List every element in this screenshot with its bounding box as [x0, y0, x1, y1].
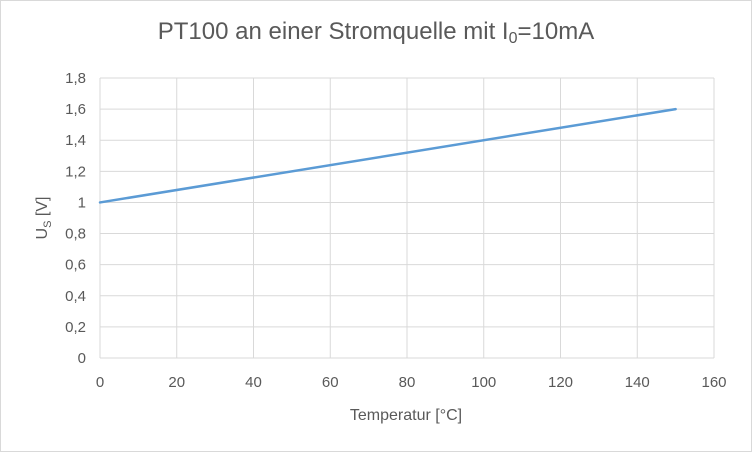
y-tick-label: 0	[78, 350, 86, 367]
y-tick-label: 1,2	[65, 163, 86, 180]
series-layer	[98, 107, 677, 204]
y-tick-label: 0,2	[65, 319, 86, 336]
x-axis-ticks: 0 20 40 60 80 100 120 140 160	[96, 374, 727, 391]
gridlines	[99, 77, 715, 359]
y-tick-label: 1	[78, 194, 86, 211]
x-tick-label: 40	[245, 374, 262, 391]
x-tick-label: 100	[471, 374, 496, 391]
x-tick-label: 140	[625, 374, 650, 391]
y-tick-label: 1,6	[65, 101, 86, 118]
y-tick-label: 0,8	[65, 226, 86, 243]
x-tick-label: 120	[548, 374, 573, 391]
x-tick-label: 160	[701, 374, 726, 391]
x-axis-title: Temperatur [°C]	[350, 407, 462, 424]
x-tick-label: 60	[322, 374, 339, 391]
x-tick-label: 0	[96, 374, 104, 391]
x-tick-label: 20	[168, 374, 185, 391]
y-tick-label: 1,4	[65, 132, 86, 149]
y-axis-title: US [V]	[34, 197, 54, 240]
y-tick-label: 0,4	[65, 288, 86, 305]
series-line	[98, 107, 677, 204]
x-tick-label: 80	[399, 374, 416, 391]
y-tick-label: 0,6	[65, 257, 86, 274]
y-axis-ticks: 0 0,2 0,4 0,6 0,8 1 1,2 1,4 1,6 1,8	[65, 70, 86, 367]
chart-title: PT100 an einer Stromquelle mit I0=10mA	[157, 18, 595, 47]
y-tick-label: 1,8	[65, 70, 86, 87]
